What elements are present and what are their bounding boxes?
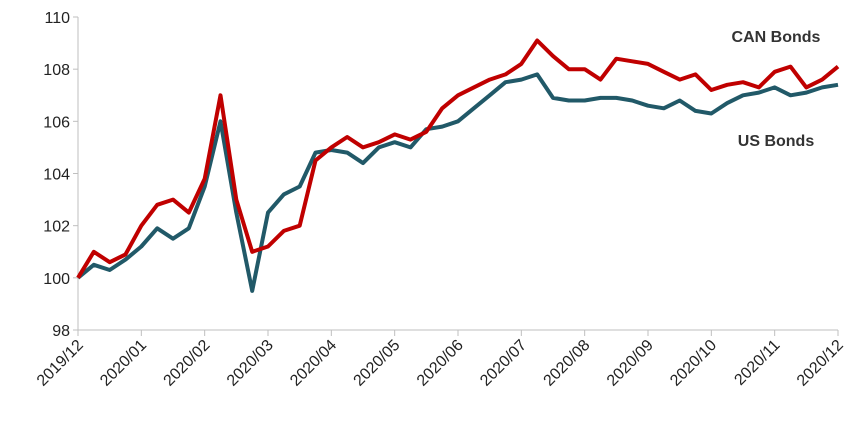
- x-tick-label: 2020/10: [667, 337, 720, 390]
- x-tick-label: 2020/12: [794, 337, 847, 390]
- x-tick-label: 2020/01: [97, 337, 150, 390]
- x-tick-label: 2020/07: [477, 337, 530, 390]
- x-tick-label: 2020/09: [604, 337, 657, 390]
- x-tick-label: 2020/11: [731, 337, 783, 389]
- series-label: US Bonds: [738, 133, 815, 150]
- x-tick-label: 2020/04: [287, 337, 340, 390]
- x-tick-label: 2020/08: [541, 337, 594, 390]
- x-tick-label: 2020/05: [351, 337, 404, 390]
- x-tick-label: 2020/02: [161, 337, 214, 390]
- x-tick-label: 2020/06: [414, 337, 467, 390]
- y-tick-label: 106: [43, 114, 70, 131]
- y-tick-label: 100: [43, 271, 70, 288]
- x-tick-label: 2019/12: [34, 337, 87, 390]
- y-tick-label: 98: [52, 323, 70, 340]
- series-label: CAN Bonds: [732, 29, 821, 46]
- series-line: [76, 38, 840, 279]
- y-tick-label: 110: [44, 10, 70, 27]
- y-tick-label: 102: [43, 219, 70, 236]
- x-tick-label: 2020/03: [224, 337, 277, 390]
- y-tick-label: 108: [43, 62, 70, 79]
- series-line: [76, 72, 839, 293]
- y-tick-label: 104: [43, 167, 70, 184]
